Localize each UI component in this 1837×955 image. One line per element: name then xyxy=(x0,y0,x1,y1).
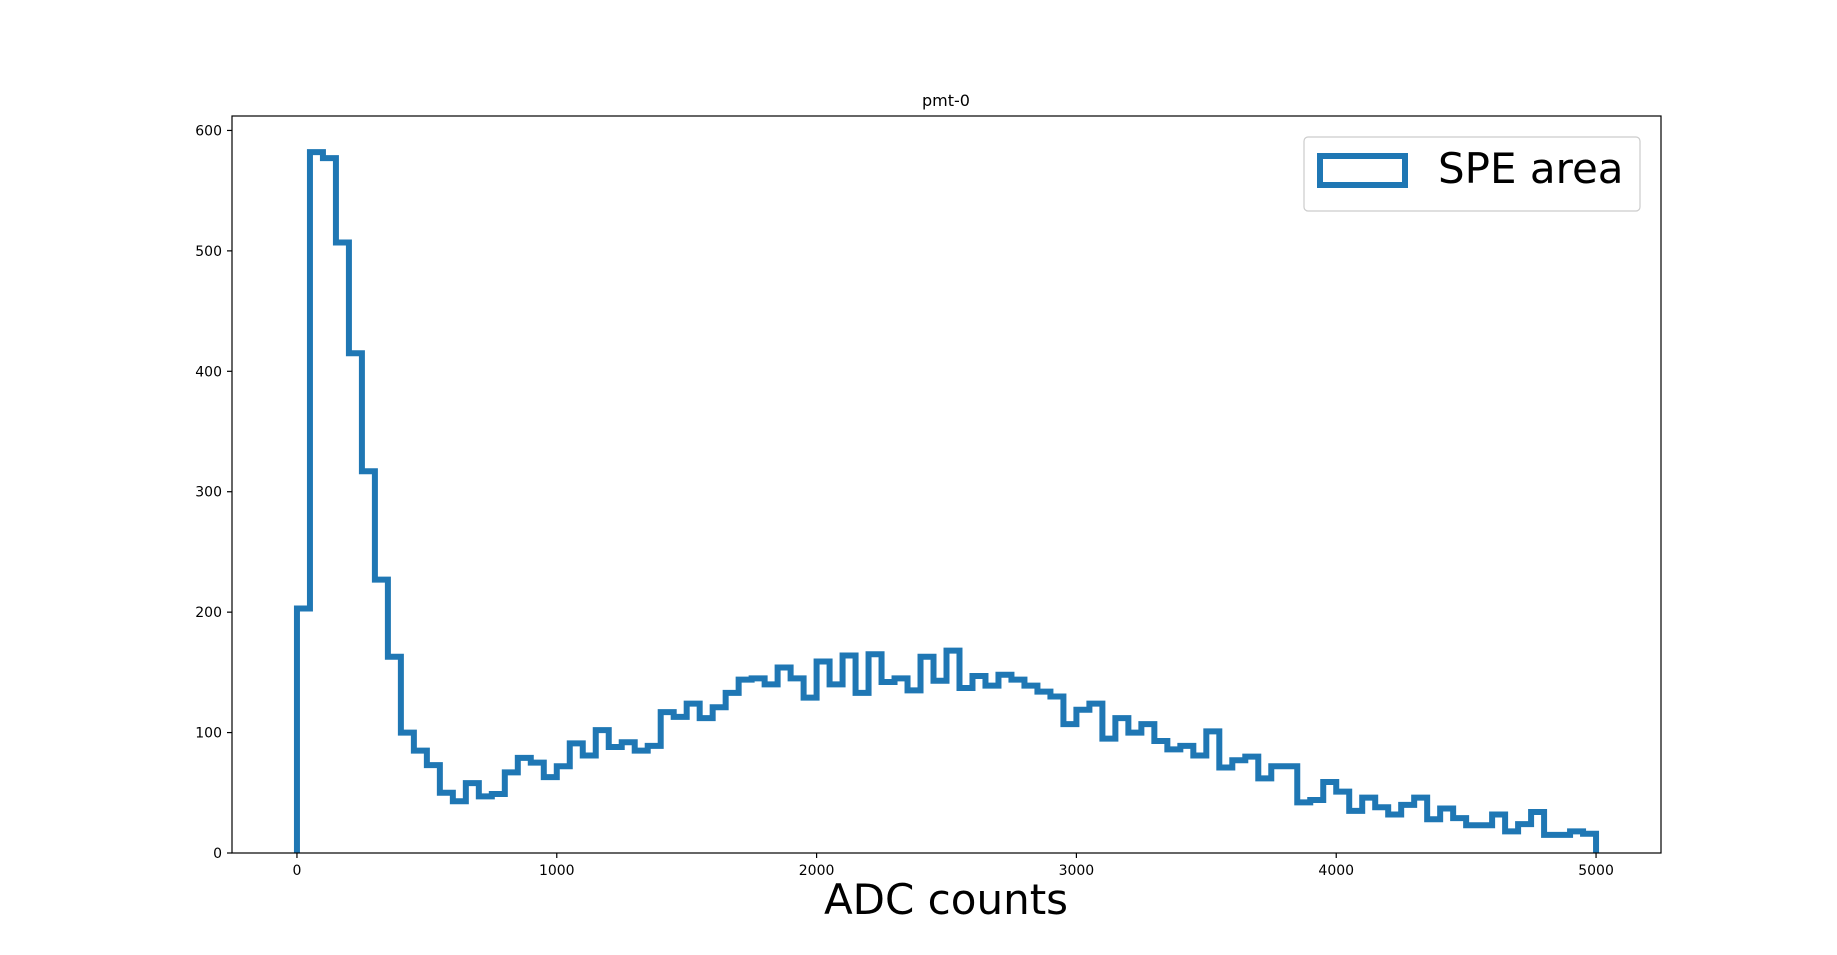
y-tick-label: 300 xyxy=(195,485,222,501)
legend-swatch xyxy=(1317,153,1408,188)
legend: SPE area xyxy=(1303,136,1641,212)
x-tick-label: 2000 xyxy=(799,863,835,879)
plot-frame xyxy=(231,115,1662,854)
histogram-step-line xyxy=(293,149,1600,853)
x-tick-label: 5000 xyxy=(1578,863,1614,879)
y-axis: 0 100 200 300 400 500 600 xyxy=(195,123,232,862)
plot-area xyxy=(293,149,1600,853)
x-axis: 0 1000 2000 3000 4000 5000 xyxy=(292,853,1614,879)
y-tick-label: 100 xyxy=(195,726,222,742)
x-tick-label: 3000 xyxy=(1059,863,1095,879)
y-tick-label: 200 xyxy=(195,605,222,621)
x-axis-label: ADC counts xyxy=(824,875,1068,924)
chart-title: pmt-0 xyxy=(922,91,970,110)
y-tick-label: 0 xyxy=(213,846,222,862)
y-tick-label: 500 xyxy=(195,244,222,260)
x-tick-label: 0 xyxy=(292,863,301,879)
y-tick-label: 400 xyxy=(195,364,222,380)
x-tick-label: 1000 xyxy=(539,863,575,879)
x-tick-label: 4000 xyxy=(1318,863,1354,879)
y-tick-label: 600 xyxy=(195,123,222,139)
legend-label: SPE area xyxy=(1438,144,1624,193)
